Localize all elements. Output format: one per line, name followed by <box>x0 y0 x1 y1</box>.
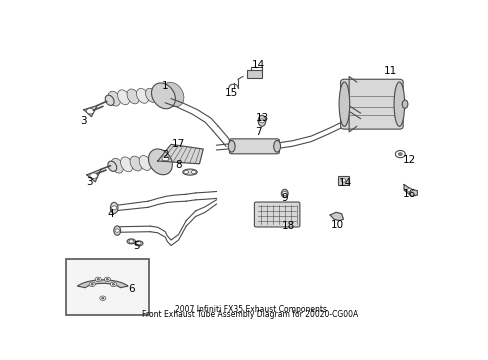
Circle shape <box>90 173 97 179</box>
Circle shape <box>407 188 411 192</box>
Text: 15: 15 <box>224 88 238 98</box>
Circle shape <box>86 108 94 114</box>
Text: 16: 16 <box>402 189 416 199</box>
Ellipse shape <box>393 82 404 126</box>
Ellipse shape <box>338 82 349 126</box>
FancyBboxPatch shape <box>229 139 279 154</box>
Ellipse shape <box>401 100 407 108</box>
Polygon shape <box>329 212 343 221</box>
Circle shape <box>91 284 93 285</box>
Ellipse shape <box>130 156 142 171</box>
Bar <box>65 260 149 315</box>
Ellipse shape <box>127 89 139 104</box>
Circle shape <box>129 240 133 243</box>
Ellipse shape <box>258 115 265 126</box>
Text: 3: 3 <box>81 116 87 126</box>
Ellipse shape <box>110 202 118 213</box>
Ellipse shape <box>105 95 114 105</box>
Circle shape <box>136 242 141 245</box>
Circle shape <box>191 170 196 174</box>
Ellipse shape <box>117 90 129 105</box>
Ellipse shape <box>281 189 287 198</box>
Text: 6: 6 <box>128 284 134 294</box>
Ellipse shape <box>145 88 157 102</box>
Text: 10: 10 <box>330 220 344 230</box>
FancyBboxPatch shape <box>340 79 402 129</box>
Text: 18: 18 <box>281 221 295 231</box>
Polygon shape <box>77 280 128 288</box>
Ellipse shape <box>148 149 172 175</box>
Circle shape <box>162 156 168 161</box>
Polygon shape <box>403 185 416 196</box>
Circle shape <box>106 279 108 280</box>
Ellipse shape <box>162 82 183 107</box>
Polygon shape <box>84 105 97 117</box>
Ellipse shape <box>228 140 235 152</box>
Text: 4: 4 <box>107 209 114 219</box>
Ellipse shape <box>134 241 142 246</box>
Ellipse shape <box>136 89 148 103</box>
Text: 14: 14 <box>251 60 264 70</box>
Circle shape <box>97 279 99 280</box>
Ellipse shape <box>114 226 121 235</box>
Ellipse shape <box>108 91 120 106</box>
Polygon shape <box>158 144 203 164</box>
Text: 8: 8 <box>175 160 182 170</box>
Text: 9: 9 <box>281 193 287 203</box>
Ellipse shape <box>151 83 175 109</box>
Circle shape <box>115 229 119 232</box>
Bar <box>337 176 348 185</box>
Circle shape <box>341 179 345 182</box>
Ellipse shape <box>273 140 280 152</box>
Ellipse shape <box>111 158 123 173</box>
Ellipse shape <box>139 156 151 170</box>
Ellipse shape <box>183 169 197 175</box>
Text: 12: 12 <box>402 155 416 165</box>
Circle shape <box>183 170 188 174</box>
Text: 5: 5 <box>133 241 140 251</box>
Text: 1: 1 <box>162 81 168 91</box>
Circle shape <box>110 282 116 287</box>
Ellipse shape <box>108 161 117 171</box>
Polygon shape <box>87 169 101 182</box>
Circle shape <box>95 277 101 282</box>
Text: 2: 2 <box>162 150 168 161</box>
Circle shape <box>395 150 405 158</box>
Ellipse shape <box>127 239 135 244</box>
Circle shape <box>259 119 264 123</box>
Text: Front Exhaust Tube Assembly Diagram for 20020-CG00A: Front Exhaust Tube Assembly Diagram for … <box>142 310 358 319</box>
Text: 3: 3 <box>86 177 93 187</box>
Circle shape <box>111 206 117 210</box>
Circle shape <box>100 296 105 301</box>
Circle shape <box>89 282 95 287</box>
Text: 11: 11 <box>384 66 397 76</box>
Circle shape <box>102 297 104 299</box>
Ellipse shape <box>121 157 133 172</box>
Circle shape <box>282 192 287 195</box>
Circle shape <box>398 153 401 156</box>
Text: 17: 17 <box>172 139 185 149</box>
Text: 7: 7 <box>254 127 261 137</box>
Bar <box>246 69 262 78</box>
Circle shape <box>104 277 110 282</box>
Text: 13: 13 <box>255 113 268 123</box>
Text: 2007 Infiniti FX35 Exhaust Components: 2007 Infiniti FX35 Exhaust Components <box>174 305 326 314</box>
Circle shape <box>112 284 114 285</box>
Text: 14: 14 <box>338 178 351 188</box>
FancyBboxPatch shape <box>254 202 299 227</box>
